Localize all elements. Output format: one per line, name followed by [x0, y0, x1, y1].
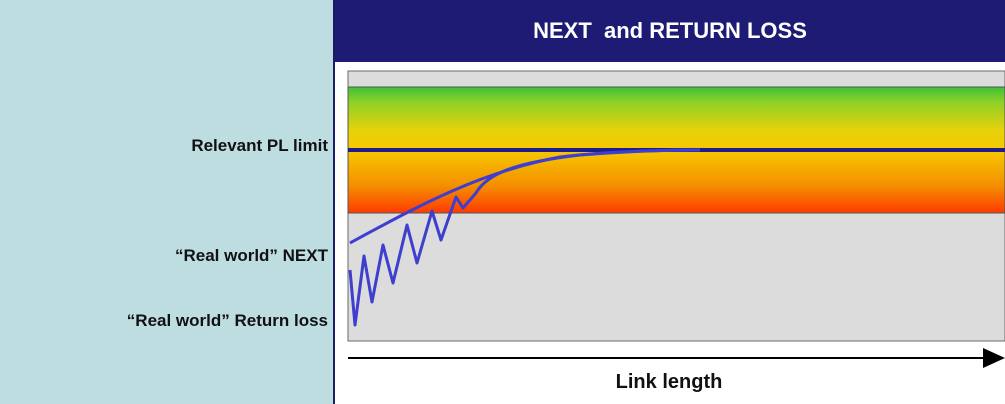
x-axis-label: Link length [615, 371, 723, 393]
pl-limit-label: Relevant PL limit [191, 136, 328, 155]
x-axis-arrowhead [983, 348, 1005, 368]
next-label: “Real world” NEXT [174, 246, 328, 265]
return-loss-label: “Real world” Return loss [126, 311, 328, 330]
return-loss-curve [348, 148, 701, 327]
diagram-title: NEXT and RETURN LOSS [335, 0, 1005, 62]
